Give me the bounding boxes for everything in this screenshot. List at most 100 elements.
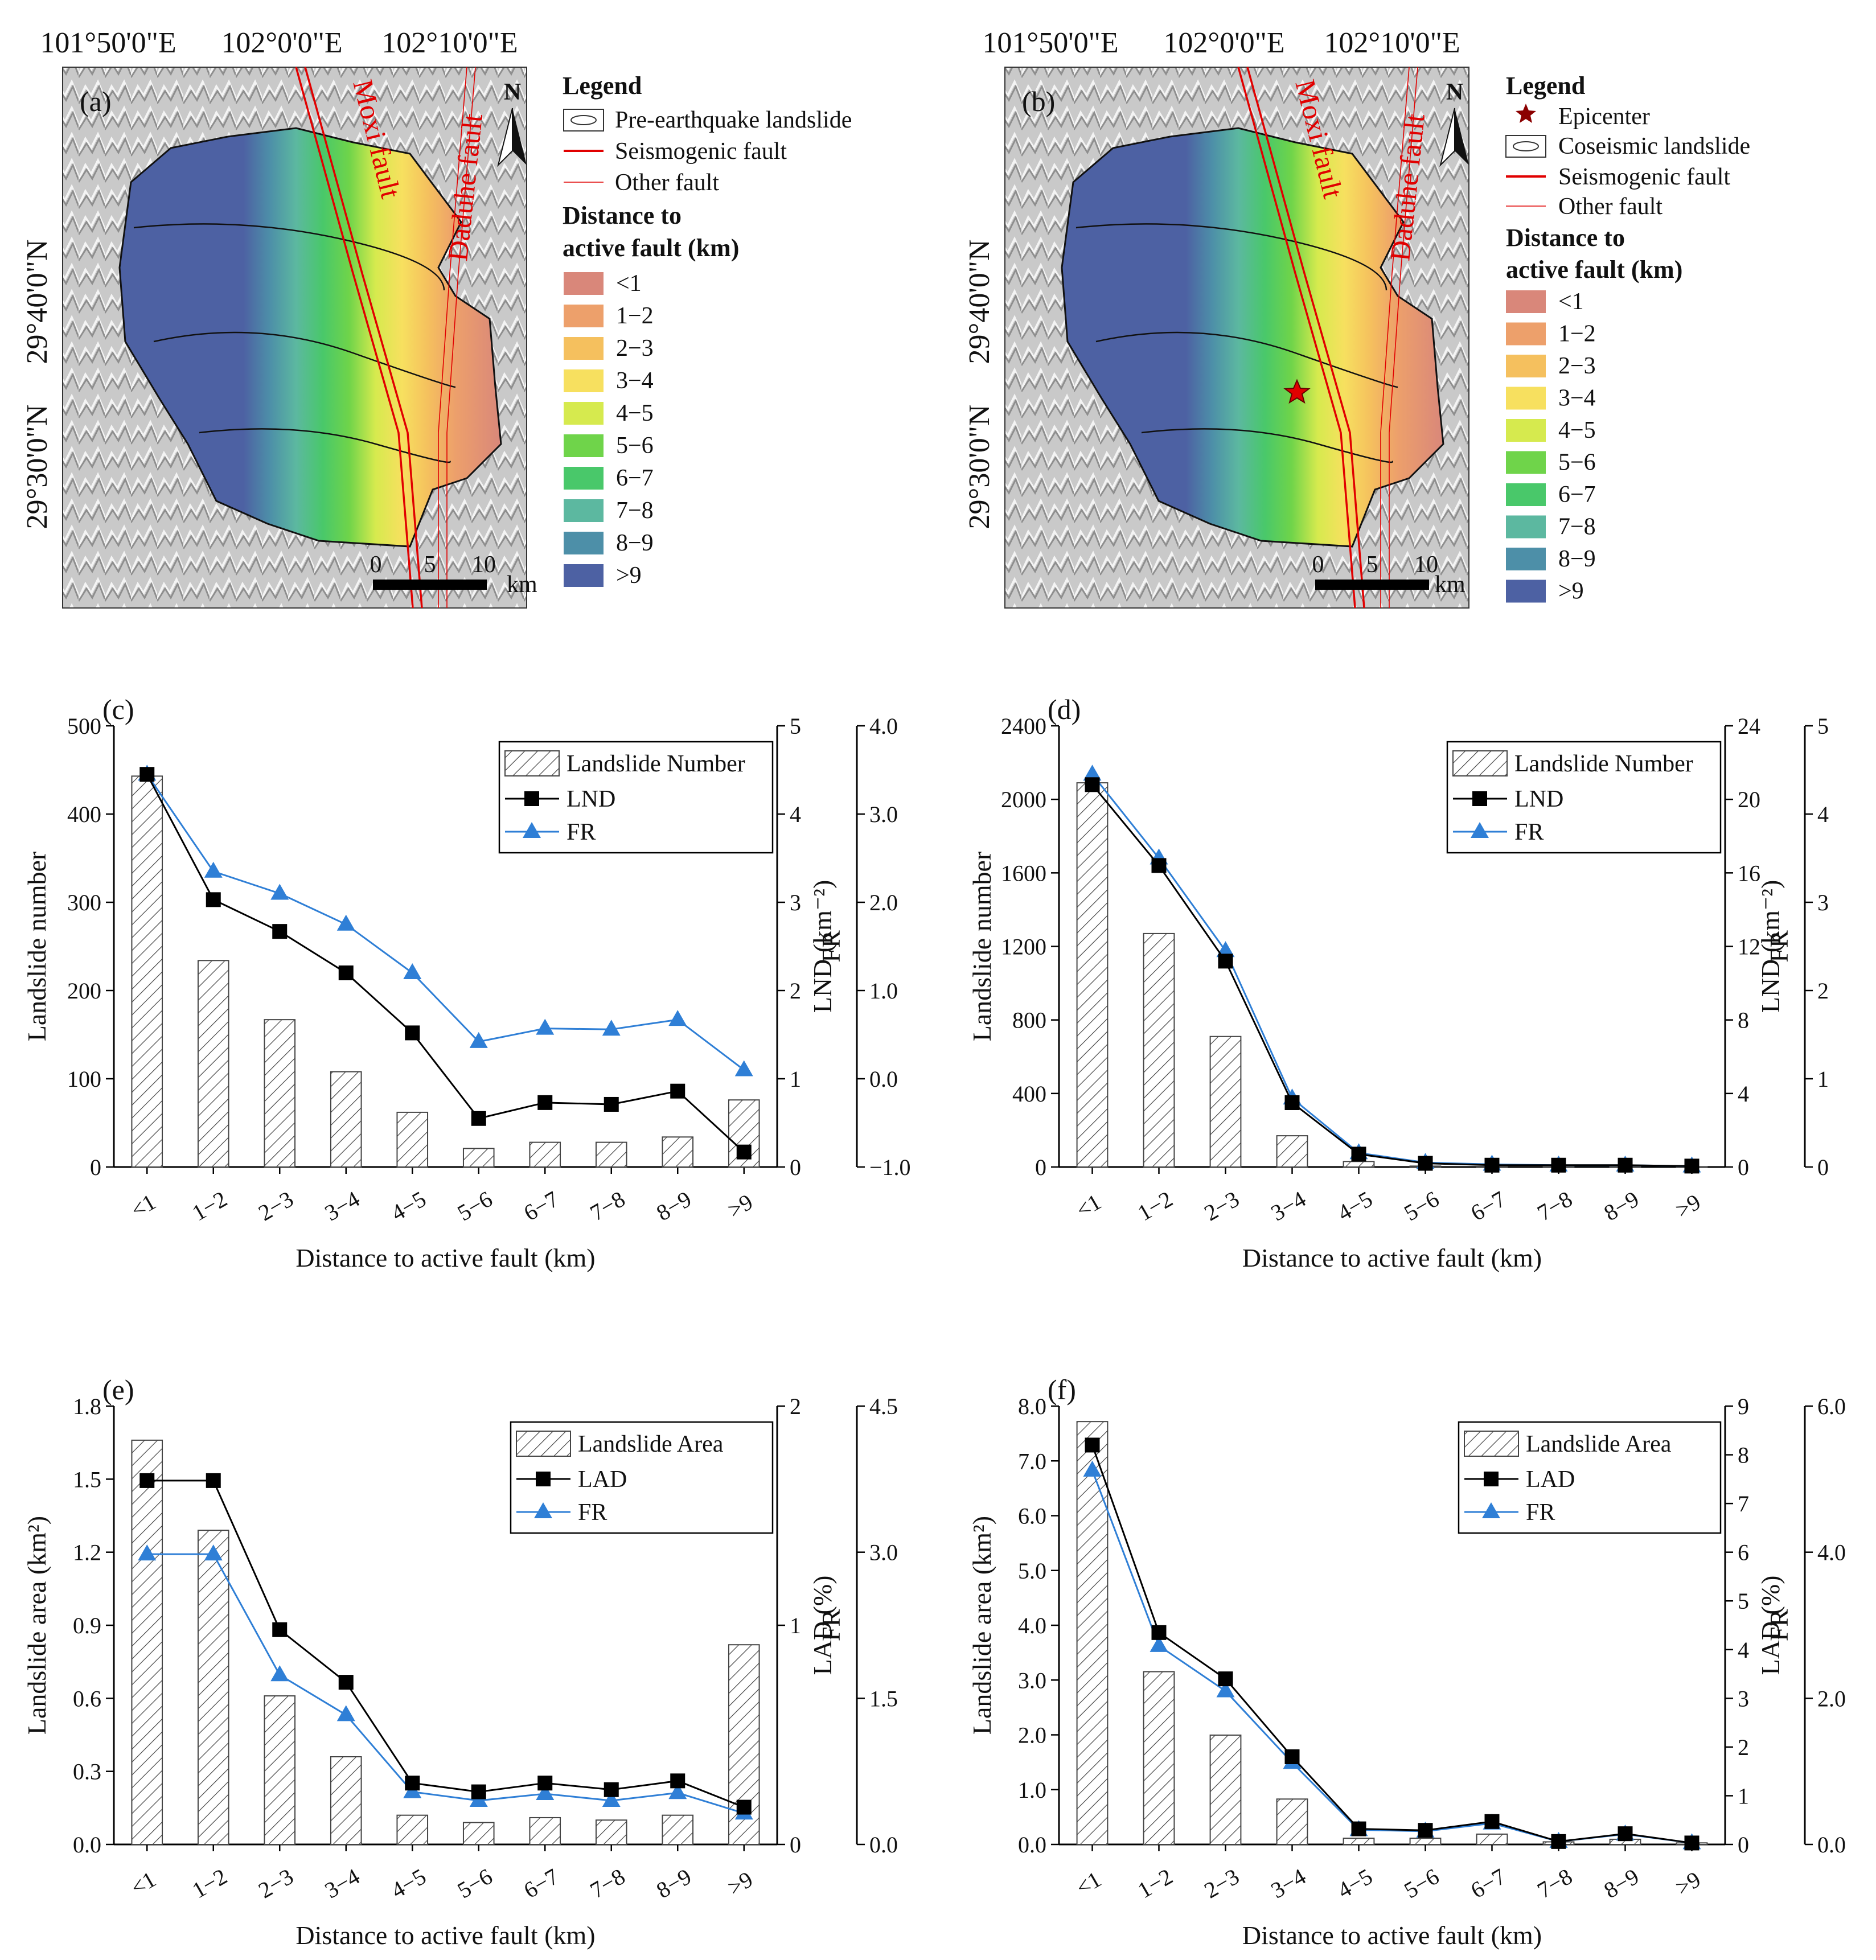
- legend-swatch-bar: [516, 1431, 571, 1457]
- y3-tick-label: −1.0: [869, 1154, 911, 1180]
- north-label-a: N: [504, 79, 521, 105]
- bar: [264, 1019, 296, 1168]
- y-tick-label: 2000: [1001, 787, 1046, 812]
- bar: [1343, 1838, 1375, 1845]
- fr-point: [536, 1784, 555, 1801]
- fr-point: [668, 1010, 687, 1026]
- legend-class-label: 2−3: [616, 335, 654, 361]
- sub-watershed-lines-a: [133, 223, 456, 463]
- y2-tick-label: 2: [790, 1394, 801, 1419]
- scale-bar-b: [1315, 580, 1429, 590]
- y3-tick-label: 0.0: [869, 1066, 898, 1092]
- scale-bar-a: [373, 580, 487, 590]
- y3-tick-label: 4: [1817, 802, 1829, 827]
- legend-swatch-class: [1506, 419, 1546, 442]
- legend-class-label: 1−2: [1558, 321, 1596, 347]
- y2-tick-label: 3: [1738, 1686, 1749, 1711]
- legend-swatch-class: [564, 499, 604, 522]
- scale-tick-b-0: 0: [1312, 552, 1324, 578]
- density-point: [405, 1776, 420, 1791]
- chart-panel-e: 0.0 0.3 0.6 0.9 1.2 1.5 1.8 0 1 2 0.0 1.5 3.0 4.5 Land…: [22, 1374, 898, 1950]
- y-tick-label: 2400: [1001, 713, 1046, 739]
- density-point: [1684, 1158, 1700, 1174]
- y2-tick-label: 1: [1738, 1783, 1749, 1809]
- x-tick-label: 6−7: [1466, 1863, 1510, 1903]
- x-tick-label: 8−9: [1599, 1863, 1643, 1903]
- density-point: [1418, 1823, 1433, 1838]
- x-tick-label: 1−2: [1133, 1863, 1177, 1903]
- scale-unit-a: km: [507, 572, 537, 598]
- legend-swatch-fr-marker: [1482, 1502, 1500, 1518]
- bar: [131, 775, 163, 1168]
- density-point: [1151, 1625, 1167, 1640]
- bar: [396, 1814, 429, 1846]
- legend-swatch-class: [1506, 515, 1546, 539]
- bar: [1076, 782, 1109, 1168]
- legend-swatch-class: [564, 532, 604, 554]
- bar: [330, 1756, 362, 1845]
- other-fault-a: [438, 67, 476, 608]
- y-tick-label: 5.0: [1018, 1558, 1046, 1584]
- fr-line: [147, 1553, 745, 1814]
- bar: [330, 1071, 362, 1168]
- lon-label-2: 102°0'0"E: [1163, 27, 1284, 59]
- x-tick-label: 6−7: [519, 1186, 563, 1226]
- density-point: [338, 965, 354, 980]
- density-point: [1618, 1157, 1633, 1173]
- x-tick-label: 8−9: [652, 1863, 696, 1903]
- y-tick-label: 3.0: [1018, 1667, 1046, 1693]
- legend-dist-title-1-b: Distance to: [1506, 224, 1625, 252]
- x-tick-label: >9: [1671, 1189, 1705, 1223]
- y-tick-label: 500: [67, 713, 101, 739]
- legend-class-label: 1−2: [616, 303, 654, 329]
- legend-class-label: 3−4: [1558, 385, 1596, 412]
- fr-point: [270, 1665, 289, 1682]
- legend-swatch-landslide-a: [563, 109, 604, 132]
- legend-dist-title-2-b: active fault (km): [1506, 256, 1682, 283]
- x-axis-title: Distance to active fault (km): [295, 1243, 595, 1272]
- density-point: [1085, 1437, 1100, 1453]
- lon-label-3: 102°10'0"E: [381, 27, 518, 59]
- north-arrow-icon-shade: [1455, 108, 1469, 165]
- x-tick-label: 5−6: [1399, 1186, 1443, 1226]
- y2-tick-label: 5: [790, 713, 801, 739]
- legend-class-label: >9: [616, 562, 642, 589]
- legend-label-density: LAD: [1526, 1466, 1575, 1493]
- fr-point: [602, 1791, 621, 1807]
- lat-label-2: 29°30'0"N: [963, 405, 996, 529]
- lon-label-3: 102°10'0"E: [1324, 27, 1460, 59]
- density-point: [736, 1799, 752, 1815]
- density-point: [1484, 1157, 1500, 1173]
- density-point: [537, 1776, 553, 1791]
- lat-label-1: 29°40'0"N: [963, 240, 996, 364]
- x-tick-label: 5−6: [453, 1863, 497, 1903]
- density-point: [206, 1473, 221, 1488]
- y3-tick-label: 2: [1817, 978, 1829, 1004]
- y3-tick-label: 3.0: [869, 802, 898, 827]
- legend-item-epicenter-b: Epicenter: [1558, 104, 1650, 130]
- y2-tick-label: 5: [1738, 1588, 1749, 1614]
- density-point: [206, 892, 221, 907]
- legend-label-bar: Landslide Number: [1514, 751, 1693, 777]
- density-point: [272, 924, 288, 939]
- y3-axis-title: FR: [816, 930, 845, 963]
- y2-tick-label: 7: [1738, 1491, 1749, 1517]
- legend-title-b: Legend: [1506, 72, 1585, 100]
- y3-tick-label: 1.5: [869, 1686, 898, 1711]
- fr-point: [1083, 1460, 1102, 1477]
- legend-item-seismo-b: Seismogenic fault: [1558, 164, 1730, 190]
- y-tick-label: 0.0: [1018, 1832, 1046, 1858]
- y3-tick-label: 4.5: [869, 1394, 898, 1419]
- x-tick-label: 3−4: [321, 1863, 364, 1903]
- density-point: [1151, 858, 1167, 873]
- sub-watershed-lines-b: [1075, 223, 1398, 463]
- scale-tick-a-10: 10: [472, 552, 496, 578]
- x-tick-label: 7−8: [1533, 1186, 1577, 1226]
- y2-tick-label: 24: [1738, 713, 1760, 739]
- y2-tick-label: 4: [1738, 1081, 1749, 1107]
- x-tick-label: >9: [723, 1866, 757, 1900]
- y-axis-title: Landslide number: [22, 852, 51, 1041]
- map-legend-a: Legend Pre-earthquake landslide Seismoge…: [563, 72, 852, 589]
- x-tick-label: 2−3: [254, 1863, 298, 1903]
- y-tick-label: 1.0: [1018, 1777, 1046, 1803]
